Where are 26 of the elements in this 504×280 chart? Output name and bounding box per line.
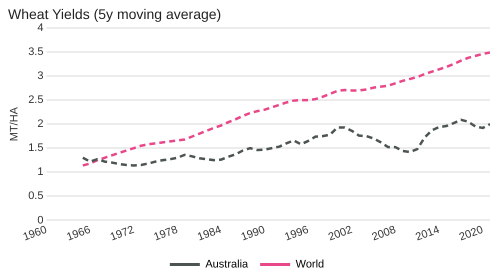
y-tick-label: 2.5	[28, 94, 44, 106]
x-tick-label: 1996	[283, 224, 310, 244]
x-tick-label: 2008	[370, 224, 398, 244]
y-tick-label: 2	[37, 118, 44, 130]
y-tick-label: 0.5	[28, 190, 44, 202]
x-tick-label: 2014	[414, 224, 442, 244]
x-tick-label: 2002	[326, 224, 354, 244]
y-tick-label: 4	[37, 22, 44, 34]
y-axis-title: MT/HA	[8, 106, 21, 142]
y-tick-label: 3	[37, 70, 44, 82]
line-series	[82, 118, 490, 167]
x-tick-label: 1966	[65, 224, 92, 244]
x-tick-label: 1960	[21, 224, 49, 244]
x-tick-label: 1984	[196, 224, 224, 244]
x-tick-label: 1978	[152, 224, 180, 244]
x-tick-label: 1990	[240, 224, 267, 244]
y-tick-label: 0	[37, 214, 44, 226]
y-tick-label: 1	[37, 166, 44, 178]
x-tick-label: 2020	[458, 224, 485, 244]
y-tick-label: 3.5	[28, 46, 44, 58]
legend-label: World	[296, 258, 324, 271]
y-tick-label: 1.5	[28, 142, 44, 154]
legend-label: Australia	[205, 258, 250, 271]
line-series	[82, 51, 490, 167]
x-tick-label: 1972	[108, 224, 136, 244]
chart-title: Wheat Yields (5y moving average)	[8, 6, 222, 22]
